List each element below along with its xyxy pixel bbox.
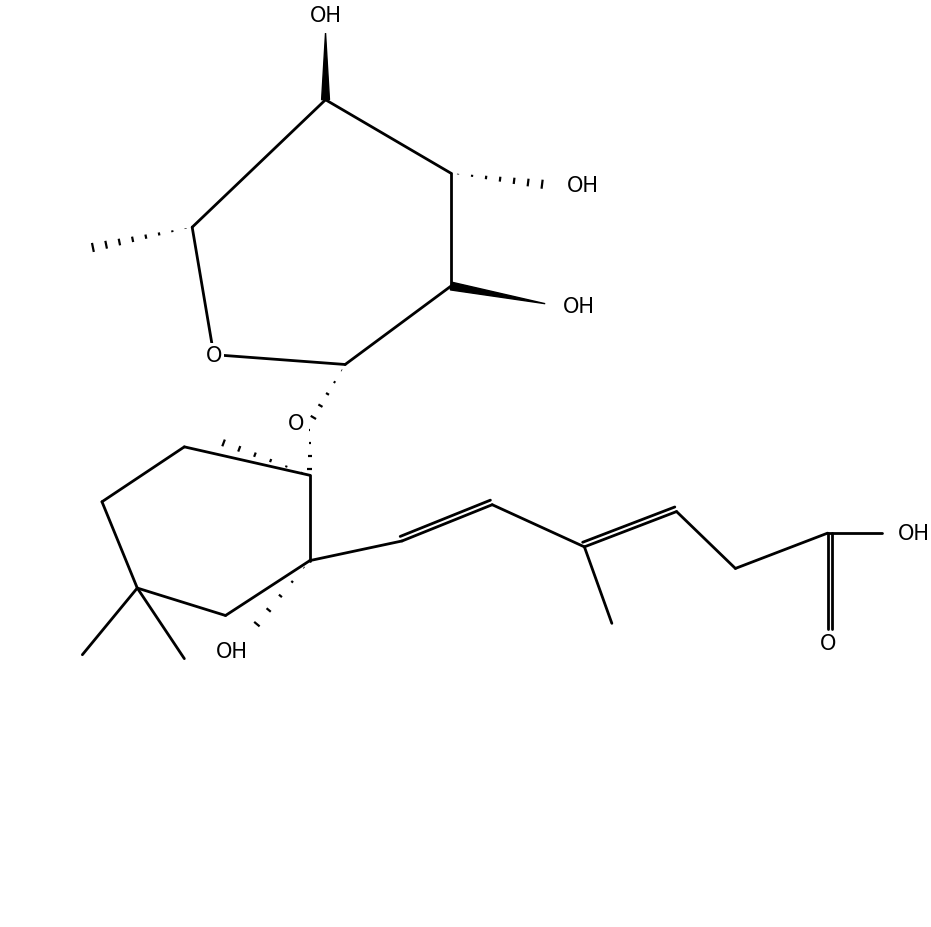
Text: OH: OH: [898, 524, 930, 543]
Text: OH: OH: [567, 176, 599, 196]
Text: O: O: [206, 345, 222, 365]
Polygon shape: [451, 283, 546, 304]
Text: OH: OH: [563, 297, 595, 316]
Text: O: O: [819, 633, 836, 654]
Text: O: O: [288, 413, 304, 434]
Text: OH: OH: [215, 641, 248, 661]
Polygon shape: [321, 34, 330, 101]
Text: OH: OH: [309, 6, 342, 26]
